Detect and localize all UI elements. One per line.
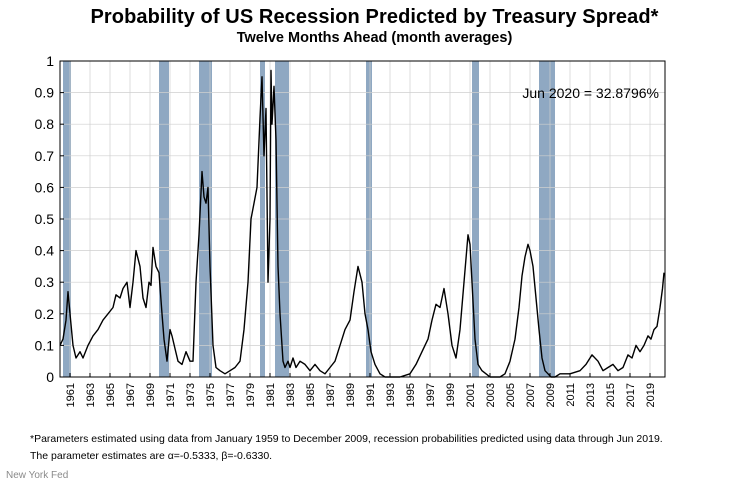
x-tick-label-10: 1981 — [265, 383, 277, 407]
x-tick-label-8: 1977 — [225, 383, 237, 407]
footnote-estimates: The parameter estimates are α=-0.5333, β… — [30, 450, 273, 462]
chart-subtitle: Twelve Months Ahead (month averages) — [236, 30, 513, 46]
x-tick-label-27: 2015 — [605, 383, 617, 407]
x-tick-label-16: 1993 — [385, 383, 397, 407]
x-tick-label-11: 1983 — [285, 383, 297, 407]
x-axis-ticks: 1961 1963 1965 1967 1969 1971 1973 1975 1977 1979… — [65, 373, 657, 407]
x-tick-label-25: 2011 — [565, 383, 577, 407]
y-tick-label-2: 0.2 — [35, 306, 55, 322]
grid-lines — [60, 60, 665, 378]
x-tick-label-18: 1997 — [425, 383, 437, 407]
y-tick-label-6: 0.6 — [35, 179, 55, 195]
x-tick-label-14: 1989 — [345, 383, 357, 407]
y-tick-label-5: 0.5 — [35, 211, 55, 227]
x-tick-label-29: 2019 — [645, 383, 657, 407]
x-tick-label-20: 2001 — [465, 383, 477, 407]
x-tick-label-28: 2017 — [625, 383, 637, 407]
x-tick-label-12: 1985 — [305, 383, 317, 407]
y-tick-label-9: 0.9 — [35, 85, 55, 101]
x-tick-label-6: 1973 — [185, 383, 197, 407]
x-tick-label-5: 1971 — [165, 383, 177, 407]
x-tick-label-17: 1995 — [405, 383, 417, 407]
y-tick-label-7: 0.7 — [35, 148, 55, 164]
chart-plot: 00.10.20.30.40.50.60.70.80.91 1961 1963 19… — [35, 53, 666, 407]
y-tick-label-10: 1 — [46, 53, 54, 69]
chart-annotation: Jun 2020 = 32.8796% — [522, 85, 659, 101]
x-tick-label-7: 1975 — [205, 383, 217, 407]
series-line — [59, 69, 665, 378]
x-tick-label-23: 2007 — [525, 383, 537, 407]
y-tick-label-4: 0.4 — [35, 243, 55, 259]
x-tick-label-19: 1999 — [445, 383, 457, 407]
x-tick-label-3: 1967 — [125, 383, 137, 407]
y-tick-label-1: 0.1 — [35, 337, 55, 353]
x-tick-label-15: 1991 — [365, 383, 377, 407]
x-tick-label-4: 1969 — [145, 383, 157, 407]
y-tick-label-0: 0 — [46, 369, 54, 385]
x-tick-label-13: 1987 — [325, 383, 337, 407]
y-axis-ticks: 0 0.1 0.2 0.3 0.4 0.5 0.6 0.7 0.8 0.9 1 — [35, 53, 64, 385]
x-tick-label-1: 1963 — [85, 383, 97, 407]
x-tick-label-22: 2005 — [505, 383, 517, 407]
y-tick-label-3: 0.3 — [35, 274, 55, 290]
y-tick-label-8: 0.8 — [35, 116, 55, 132]
x-tick-label-0: 1961 — [65, 383, 77, 407]
x-tick-label-24: 2009 — [545, 383, 557, 407]
footnote-parameters: *Parameters estimated using data from Ja… — [30, 433, 663, 445]
probability-series — [59, 69, 665, 378]
source-label: New York Fed — [6, 470, 69, 481]
chart-title: Probability of US Recession Predicted by… — [90, 6, 659, 28]
x-tick-label-9: 1979 — [245, 383, 257, 407]
x-tick-label-26: 2013 — [585, 383, 597, 407]
x-tick-label-21: 2003 — [485, 383, 497, 407]
x-tick-label-2: 1965 — [105, 383, 117, 407]
